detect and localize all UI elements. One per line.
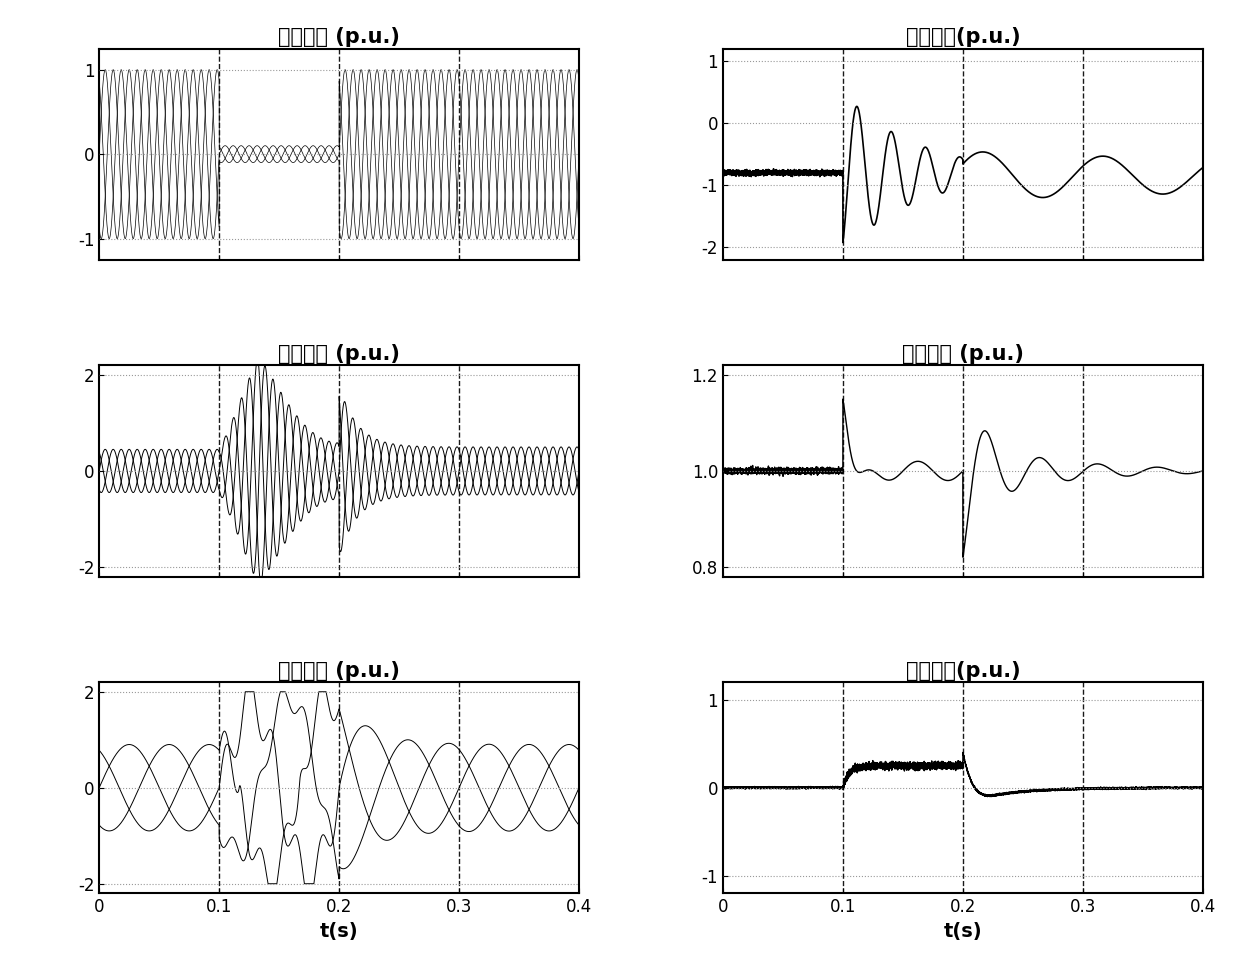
Title: 定子电压 (p.u.): 定子电压 (p.u.)	[278, 27, 401, 47]
Title: 直流电压 (p.u.): 直流电压 (p.u.)	[901, 344, 1024, 364]
Title: 无功功率(p.u.): 无功功率(p.u.)	[905, 660, 1021, 681]
Title: 定子电流 (p.u.): 定子电流 (p.u.)	[278, 344, 401, 364]
X-axis label: t(s): t(s)	[944, 921, 982, 941]
X-axis label: t(s): t(s)	[320, 921, 358, 941]
Title: 转子电流 (p.u.): 转子电流 (p.u.)	[278, 660, 401, 681]
Title: 电磁转矩(p.u.): 电磁转矩(p.u.)	[905, 27, 1021, 47]
